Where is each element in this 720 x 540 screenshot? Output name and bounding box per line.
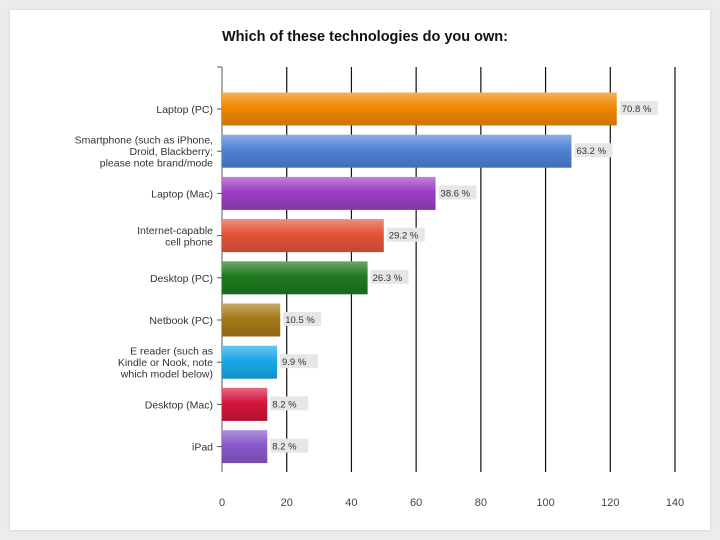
bar xyxy=(222,387,268,421)
value-label: 10.5 % xyxy=(285,315,315,326)
value-label: 26.3 % xyxy=(373,273,403,284)
category-label: Laptop (Mac) xyxy=(151,188,213,200)
category-label: E reader (such as Kindle or Nook, note whi… xyxy=(118,346,213,381)
value-label-bg xyxy=(280,354,319,369)
value-label-bg xyxy=(270,396,309,411)
value-label-bg xyxy=(574,143,613,158)
category-label: Desktop (PC) xyxy=(150,273,213,285)
category-label: Laptop (PC) xyxy=(156,104,213,116)
value-label-bg xyxy=(386,227,425,242)
labels: 0 20 40 60 80 100 120 140 Laptop (PC) 70.8 % Smart… xyxy=(75,101,684,509)
value-label-bg xyxy=(438,185,477,200)
value-label: 29.2 % xyxy=(389,231,419,242)
value-label: 70.8 % xyxy=(622,104,652,115)
bar xyxy=(222,430,268,464)
x-tick-label: 120 xyxy=(601,497,619,509)
bar xyxy=(222,303,281,337)
x-tick-label: 140 xyxy=(666,497,684,509)
bars xyxy=(222,92,617,464)
x-tick-label: 0 xyxy=(219,497,225,509)
bar xyxy=(222,176,436,210)
category-label: Smartphone (such as iPhone, Droid, Blackb… xyxy=(75,135,214,170)
category-label: Desktop (Mac) xyxy=(145,399,213,411)
x-tick-label: 40 xyxy=(345,497,357,509)
value-label-bg xyxy=(370,269,409,284)
x-tick-label: 60 xyxy=(410,497,422,509)
x-tick-label: 100 xyxy=(536,497,554,509)
bar xyxy=(222,134,572,168)
category-label: Internet-capable cell phone xyxy=(137,225,213,249)
chart-title: Which of these technologies do you own: xyxy=(222,29,508,45)
value-label: 8.2 % xyxy=(272,399,297,410)
bar xyxy=(222,345,278,379)
category-label: iPad xyxy=(192,442,213,454)
value-label: 38.6 % xyxy=(441,188,471,199)
value-label-bg xyxy=(270,438,309,453)
bar xyxy=(222,261,368,295)
value-label: 63.2 % xyxy=(576,146,606,157)
value-label-bg xyxy=(283,312,322,326)
x-tick-label: 20 xyxy=(281,497,293,509)
value-label: 9.9 % xyxy=(282,357,307,368)
bar xyxy=(222,92,617,126)
bar xyxy=(222,219,384,253)
value-label: 8.2 % xyxy=(272,442,297,453)
x-tick-label: 80 xyxy=(475,497,487,509)
value-label-bg xyxy=(619,101,658,115)
category-label: Netbook (PC) xyxy=(149,315,213,327)
